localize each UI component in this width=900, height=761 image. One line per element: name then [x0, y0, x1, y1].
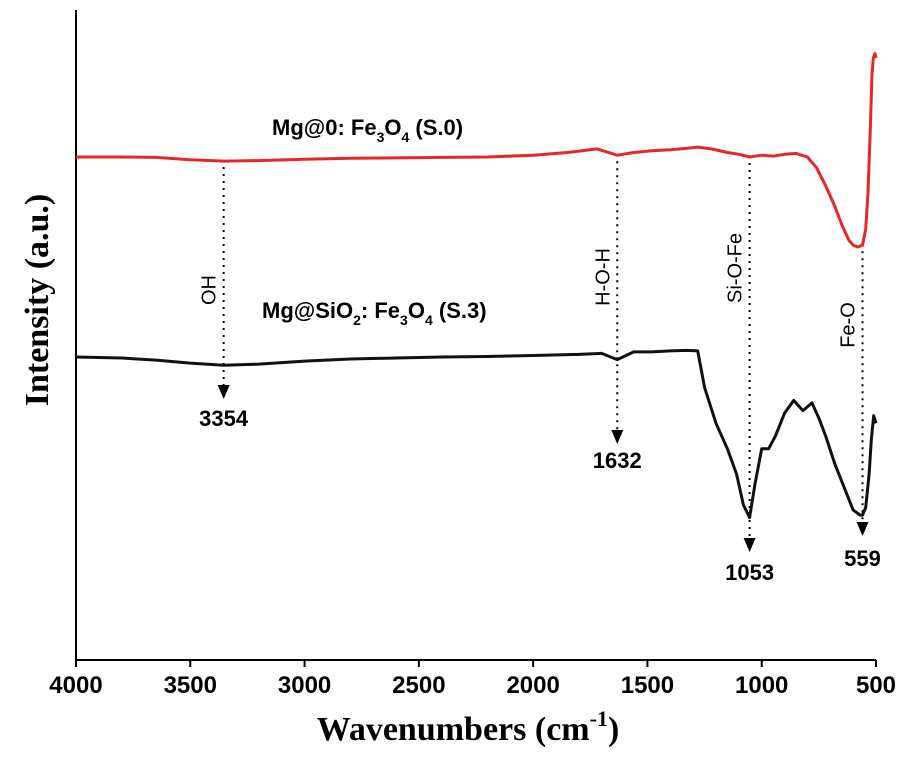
x-axis-label-close: ) [608, 711, 619, 748]
annotation-arrowhead-1053 [743, 538, 756, 552]
s0-label-d: 4 [402, 129, 410, 145]
annotation-arrowhead-3354 [217, 385, 230, 399]
s3-label-e: O [408, 298, 425, 323]
annotation-label-3354: OH [199, 275, 221, 305]
x-axis-label: Wavenumbers (cm-1) [317, 706, 620, 748]
x-tick-label-1500: 1500 [621, 672, 674, 699]
series-line-s0 [76, 52, 878, 249]
x-axis-label-sup: -1 [590, 706, 608, 731]
axes-layer: 4000 3500 3000 2500 2000 1500 1000 500 [49, 10, 896, 699]
annotation-label-1053: Si-O-Fe [725, 233, 747, 303]
s0-label-a: Mg@0: Fe [272, 115, 377, 140]
annotation-value-559: 559 [844, 546, 881, 571]
s3-label-f: 4 [425, 312, 433, 328]
annotation-value-1632: 1632 [593, 448, 642, 473]
s3-label-a: Mg@SiO [262, 298, 353, 323]
series-label-s3: Mg@SiO2: Fe3O4 (S.3) [262, 298, 487, 328]
s3-label-d: 3 [400, 312, 408, 328]
annotation-arrowhead-559 [856, 522, 869, 536]
y-axis-label: Intensity (a.u.) [19, 194, 56, 407]
x-tick-label-3500: 3500 [164, 672, 217, 699]
annotation-arrowhead-1632 [611, 430, 624, 444]
x-tick-label-2500: 2500 [392, 672, 445, 699]
annotations-layer: OH 3354 H-O-H 1632 Si-O-Fe 1053 Fe-O 559 [199, 161, 881, 585]
annotation-label-559: Fe-O [838, 302, 860, 348]
s0-label-b: 3 [377, 129, 385, 145]
annotation-value-1053: 1053 [725, 560, 774, 585]
annotation-value-3354: 3354 [199, 406, 249, 431]
series-line-s3 [75, 348, 878, 520]
series-label-s0: Mg@0: Fe3O4 (S.0) [272, 115, 463, 145]
s3-label-b: 2 [353, 312, 361, 328]
s3-label-c: : Fe [361, 298, 400, 323]
x-tick-label-1000: 1000 [735, 672, 788, 699]
x-tick-label-4000: 4000 [49, 672, 102, 699]
s0-label-e: (S.0) [409, 115, 463, 140]
x-tick-label-3000: 3000 [278, 672, 331, 699]
series-layer [75, 52, 878, 520]
annotation-label-1632: H-O-H [592, 248, 614, 306]
x-tick-label-500: 500 [856, 672, 896, 699]
x-axis-label-main: Wavenumbers (cm [317, 711, 590, 748]
x-tick-label-2000: 2000 [506, 672, 559, 699]
s3-label-g: (S.3) [433, 298, 487, 323]
s0-label-c: O [384, 115, 401, 140]
